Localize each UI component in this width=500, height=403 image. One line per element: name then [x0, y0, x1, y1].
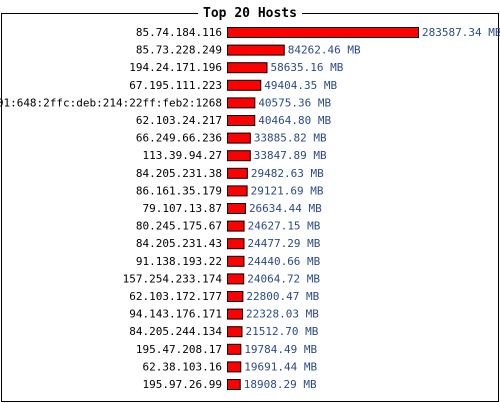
host-label: 62.103.24.217	[136, 114, 222, 127]
value-label: 40464.80 MB	[258, 114, 331, 127]
traffic-bar	[227, 361, 242, 373]
traffic-bar	[227, 273, 245, 285]
host-label: 84.205.231.43	[136, 237, 222, 250]
traffic-bar	[227, 291, 244, 302]
value-label: 19784.49 MB	[244, 343, 317, 356]
value-label: 29482.63 MB	[251, 167, 324, 180]
traffic-bar	[227, 27, 419, 38]
host-label: 86.161.35.179	[136, 184, 222, 197]
value-label: 49404.35 MB	[264, 79, 337, 92]
chart-border	[1, 13, 499, 402]
value-label: 84262.46 MB	[288, 44, 361, 57]
host-row: 157.254.233.174 24064.72 MB	[123, 272, 321, 285]
traffic-bar	[227, 326, 243, 338]
traffic-bar	[227, 150, 251, 162]
host-row: 195.47.208.17 19784.49 MB	[136, 343, 318, 356]
host-label: 67.195.111.223	[129, 79, 222, 92]
host-row: 194.24.171.196 58635.16 MB	[129, 61, 343, 74]
traffic-bar	[227, 379, 241, 390]
value-label: 26634.44 MB	[249, 202, 322, 215]
traffic-bar	[227, 132, 251, 144]
value-label: 40575.36 MB	[258, 96, 331, 109]
value-label: 18908.29 MB	[244, 378, 317, 391]
host-row: 67.195.111.223 49404.35 MB	[129, 79, 337, 92]
host-label: 2001:648:2ffc:deb:214:22ff:feb2:1268	[0, 96, 222, 109]
traffic-bar	[227, 44, 285, 56]
value-label: 29121.69 MB	[251, 184, 324, 197]
host-row: 91.138.193.22 24440.66 MB	[136, 255, 321, 268]
value-label: 24440.66 MB	[247, 255, 320, 268]
value-label: 33847.89 MB	[254, 149, 327, 162]
host-label: 113.39.94.27	[143, 149, 222, 162]
traffic-bar	[227, 220, 245, 232]
host-row: 86.161.35.179 29121.69 MB	[136, 184, 324, 197]
host-label: 80.245.175.67	[136, 220, 222, 233]
host-row: 2001:648:2ffc:deb:214:22ff:feb2:1268 4057…	[0, 96, 332, 109]
host-row: 66.249.66.236 33885.82 MB	[136, 132, 327, 145]
traffic-bar	[227, 97, 256, 109]
traffic-bar	[227, 308, 244, 320]
traffic-bar	[227, 79, 262, 91]
traffic-bar	[227, 343, 242, 355]
value-label: 24627.15 MB	[248, 220, 321, 233]
host-label: 91.138.193.22	[136, 255, 222, 268]
traffic-bar	[227, 185, 248, 197]
host-label: 66.249.66.236	[136, 132, 222, 145]
value-label: 22328.03 MB	[246, 308, 319, 321]
host-label: 85.73.228.249	[136, 44, 222, 57]
value-label: 19691.44 MB	[244, 360, 317, 373]
host-label: 84.205.231.38	[136, 167, 222, 180]
host-row: 195.97.26.99 18908.29 MB	[143, 378, 317, 391]
host-row: 62.103.24.217 40464.80 MB	[136, 114, 332, 127]
chart-rows: 85.74.184.116 283587.34 MB 85.73.228.249 84…	[0, 26, 500, 391]
value-label: 283587.34 MB	[422, 26, 500, 39]
chart-frame	[1, 13, 499, 402]
chart-title: Top 20 Hosts	[203, 6, 297, 21]
traffic-bar	[227, 62, 268, 74]
host-row: 79.107.13.87 26634.44 MB	[143, 202, 323, 215]
traffic-bar	[227, 203, 246, 214]
host-label: 79.107.13.87	[143, 202, 222, 215]
host-label: 85.74.184.116	[136, 26, 222, 39]
host-row: 80.245.175.67 24627.15 MB	[136, 220, 321, 233]
value-label: 21512.70 MB	[245, 325, 318, 338]
value-label: 33885.82 MB	[254, 132, 327, 145]
host-row: 84.205.231.38 29482.63 MB	[136, 167, 324, 180]
value-label: 58635.16 MB	[270, 61, 343, 74]
host-label: 194.24.171.196	[129, 61, 222, 74]
host-label: 84.205.244.134	[129, 325, 222, 338]
host-label: 195.47.208.17	[136, 343, 222, 356]
value-label: 22800.47 MB	[246, 290, 319, 303]
host-row: 94.143.176.171 22328.03 MB	[129, 308, 319, 321]
value-label: 24477.29 MB	[247, 237, 320, 250]
host-label: 62.103.172.177	[129, 290, 222, 303]
host-row: 84.205.231.43 24477.29 MB	[136, 237, 321, 250]
host-row: 84.205.244.134 21512.70 MB	[129, 325, 318, 338]
host-row: 85.74.184.116 283587.34 MB	[136, 26, 500, 39]
traffic-bar	[227, 255, 245, 267]
traffic-bar	[227, 115, 256, 126]
host-label: 195.97.26.99	[143, 378, 222, 391]
traffic-bar	[227, 167, 248, 179]
host-label: 94.143.176.171	[129, 308, 222, 321]
host-row: 62.103.172.177 22800.47 MB	[129, 290, 319, 303]
host-row: 113.39.94.27 33847.89 MB	[143, 149, 328, 162]
traffic-bar	[227, 238, 245, 250]
host-row: 85.73.228.249 84262.46 MB	[136, 44, 361, 57]
host-label: 157.254.233.174	[123, 272, 223, 285]
host-row: 62.38.103.16 19691.44 MB	[143, 360, 318, 373]
host-label: 62.38.103.16	[143, 360, 222, 373]
value-label: 24064.72 MB	[247, 272, 320, 285]
